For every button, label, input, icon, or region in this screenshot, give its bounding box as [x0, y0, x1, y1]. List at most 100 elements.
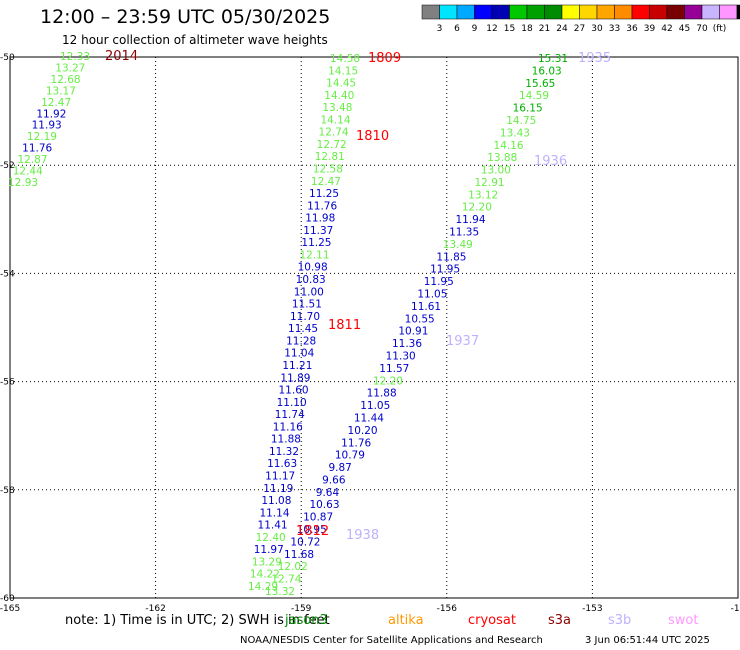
wave-height-label: 12.74 [271, 574, 301, 586]
satellite-jason3: jason3 [285, 613, 328, 628]
legend-swatch [736, 4, 740, 20]
wave-height-label: 11.63 [267, 458, 297, 470]
wave-height-label: 12.02 [278, 561, 308, 573]
map-frame [9, 56, 739, 599]
wave-height-label: 14.14 [320, 114, 350, 126]
wave-height-label: 16.15 [513, 103, 543, 115]
wave-height-label: 15.31 [538, 53, 568, 65]
legend-label: 36 [626, 24, 638, 34]
y-tick-label: -56 [0, 378, 15, 388]
wave-height-label: 13.17 [46, 85, 76, 97]
wave-height-label: 13.29 [252, 556, 282, 568]
x-tick-label: -15 [731, 604, 740, 612]
legend-label: 30 [591, 24, 603, 34]
legend-label: 6 [454, 24, 460, 34]
x-tick-label: -159 [291, 604, 312, 612]
wave-height-label: 11.36 [392, 338, 422, 350]
satellite-cryosat: cryosat [468, 613, 516, 628]
wave-height-label: 12.68 [51, 74, 81, 86]
wave-height-label: 14.40 [324, 90, 354, 102]
wave-height-label: 13.48 [322, 102, 352, 114]
wave-height-label: 12.19 [27, 131, 57, 143]
wave-height-label: 11.98 [305, 213, 335, 225]
wave-height-label: 9.87 [328, 462, 351, 474]
wave-height-label: 11.60 [279, 385, 309, 397]
legend-label: 45 [679, 24, 690, 34]
wave-height-label: 12.44 [13, 166, 43, 178]
wave-height-label: 11.19 [263, 483, 293, 495]
x-tick-label: -153 [582, 604, 602, 612]
wave-height-label: 11.16 [273, 421, 303, 433]
legend-label: 9 [472, 24, 478, 34]
legend-label: 27 [574, 24, 585, 34]
wave-height-label: 11.57 [379, 363, 409, 375]
wave-height-label: 10.72 [290, 536, 320, 548]
wave-height-label: 14.15 [328, 65, 358, 77]
wave-height-label: 12.20 [373, 375, 403, 387]
credit-line: NOAA/NESDIS Center for Satellite Applica… [240, 635, 543, 646]
wave-height-label: 11.76 [307, 200, 337, 212]
wave-height-label: 12.72 [317, 139, 347, 151]
wave-height-label: 11.32 [269, 446, 299, 458]
wave-height-label: 11.25 [301, 237, 331, 249]
wave-height-label: 13.43 [500, 127, 530, 139]
wave-height-label: 10.83 [296, 274, 326, 286]
wave-height-label: 11.76 [341, 437, 371, 449]
generation-timestamp: 3 Jun 06:51:44 UTC 2025 [585, 635, 710, 646]
wave-height-label: 11.05 [360, 400, 390, 412]
wave-height-label: 14.29 [248, 581, 278, 593]
legend-label: 21 [539, 24, 550, 34]
wave-height-label: 12.91 [475, 177, 505, 189]
wave-height-label: 11.68 [284, 549, 314, 561]
x-tick-label: -165 [0, 604, 20, 612]
wave-height-label: 12.81 [315, 151, 345, 163]
x-tick-label: -156 [437, 604, 458, 612]
pass-number-label: 1810 [356, 129, 389, 144]
wave-height-label: 12.58 [313, 164, 343, 176]
wave-height-label: 11.76 [22, 143, 52, 155]
legend-label: 70 [696, 24, 708, 34]
wave-height-label: 10.55 [405, 313, 435, 325]
y-tick-label: -54 [0, 269, 15, 279]
wave-height-label: 11.44 [354, 412, 384, 424]
wave-height-label: 12.40 [256, 532, 286, 544]
legend-label: 3 [437, 24, 443, 34]
wave-height-label: 11.97 [254, 544, 284, 556]
wave-height-label: 10.87 [303, 512, 333, 524]
wave-height-label: 11.45 [288, 323, 318, 335]
y-tick-label: -50 [0, 53, 15, 63]
wave-height-label: 11.88 [367, 388, 397, 400]
wave-height-label: 11.92 [36, 108, 66, 120]
wave-height-label: 14.22 [250, 569, 280, 581]
map-title: 12:00 – 23:59 UTC 05/30/2025 [40, 6, 331, 28]
wave-height-label: 11.08 [261, 495, 291, 507]
wave-height-label: 13.12 [468, 189, 498, 201]
wave-height-label: 10.20 [348, 425, 378, 437]
satellite-s3a: s3a [548, 613, 572, 628]
wave-height-label: 11.88 [271, 434, 301, 446]
wave-height-label: 12.11 [299, 249, 329, 261]
wave-height-label: 12.47 [41, 97, 71, 109]
pass-number-label: 1937 [446, 334, 479, 349]
satellite-swot: swot [668, 613, 699, 628]
pass-number-label: 2014 [105, 49, 138, 64]
wave-height-label: 11.93 [32, 120, 62, 132]
pass-number-label: 1935 [578, 51, 611, 66]
wave-height-label: 12.20 [462, 202, 492, 214]
wave-height-label: 14.16 [494, 140, 524, 152]
wave-height-label: 11.28 [286, 335, 316, 347]
legend-label: 39 [644, 24, 656, 34]
wave-height-label: 11.70 [290, 311, 320, 323]
wave-height-label: 11.95 [424, 276, 454, 288]
legend-label: 33 [609, 24, 620, 34]
wave-height-label: 11.61 [411, 301, 441, 313]
wave-height-label: 11.51 [292, 299, 322, 311]
wave-height-label: 14.59 [519, 90, 549, 102]
wave-height-label: 12.47 [311, 176, 341, 188]
wave-height-label: 11.04 [284, 348, 314, 360]
y-tick-label: -60 [0, 594, 15, 604]
wave-height-label: 11.00 [294, 286, 324, 298]
wave-height-label: 14.75 [506, 115, 536, 127]
wave-height-label: 10.95 [297, 524, 327, 536]
wave-height-label: 13.00 [481, 165, 511, 177]
